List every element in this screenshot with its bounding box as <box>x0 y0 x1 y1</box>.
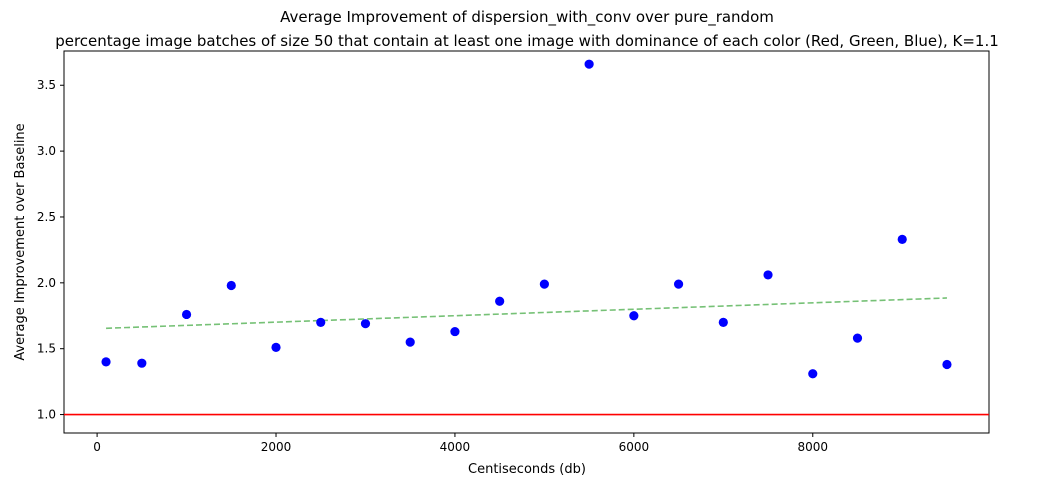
data-point <box>629 311 639 321</box>
data-point <box>763 270 773 280</box>
data-point <box>226 280 236 291</box>
data-point <box>942 359 952 370</box>
x-tick-label: 0 <box>93 440 101 454</box>
y-tick-label: 3.0 <box>37 144 56 158</box>
data-point <box>360 319 371 329</box>
data-point <box>718 317 728 327</box>
y-tick-label: 2.5 <box>37 210 56 224</box>
data-point <box>673 279 684 289</box>
y-tick-label: 1.5 <box>37 342 56 356</box>
chart-subtitle: percentage image batches of size 50 that… <box>55 32 999 50</box>
trend-line <box>106 297 947 330</box>
data-point <box>101 357 111 367</box>
data-point <box>450 326 460 337</box>
x-tick-label: 2000 <box>261 440 292 454</box>
x-axis-label: Centiseconds (db) <box>468 462 586 477</box>
plot-frame <box>63 50 990 434</box>
data-point <box>137 358 147 368</box>
x-tick-label: 4000 <box>440 440 471 454</box>
plot-area <box>63 50 990 434</box>
data-point <box>808 369 818 379</box>
data-point <box>316 317 326 327</box>
y-tick-label: 3.5 <box>37 78 56 92</box>
data-marks <box>64 59 989 416</box>
y-tick-label: 2.0 <box>37 276 56 290</box>
data-point <box>897 234 907 244</box>
data-point <box>584 59 594 69</box>
data-point <box>271 342 281 352</box>
x-tick-label: 8000 <box>797 440 828 454</box>
y-axis-label: Average Improvement over Baseline <box>13 123 28 360</box>
data-point <box>495 296 505 306</box>
plot-background <box>64 51 989 433</box>
data-point <box>405 337 415 347</box>
axis-ticks: 0 2000 4000 6000 8000 1.0 1.5 2.0 2.5 3.0 3.5 <box>37 78 828 454</box>
data-point <box>852 333 863 343</box>
chart-title: Average Improvement of dispersion_with_c… <box>280 8 774 27</box>
y-tick-label: 1.0 <box>37 408 56 422</box>
data-point <box>539 279 549 289</box>
x-tick-label: 6000 <box>619 440 650 454</box>
data-point <box>181 309 192 320</box>
